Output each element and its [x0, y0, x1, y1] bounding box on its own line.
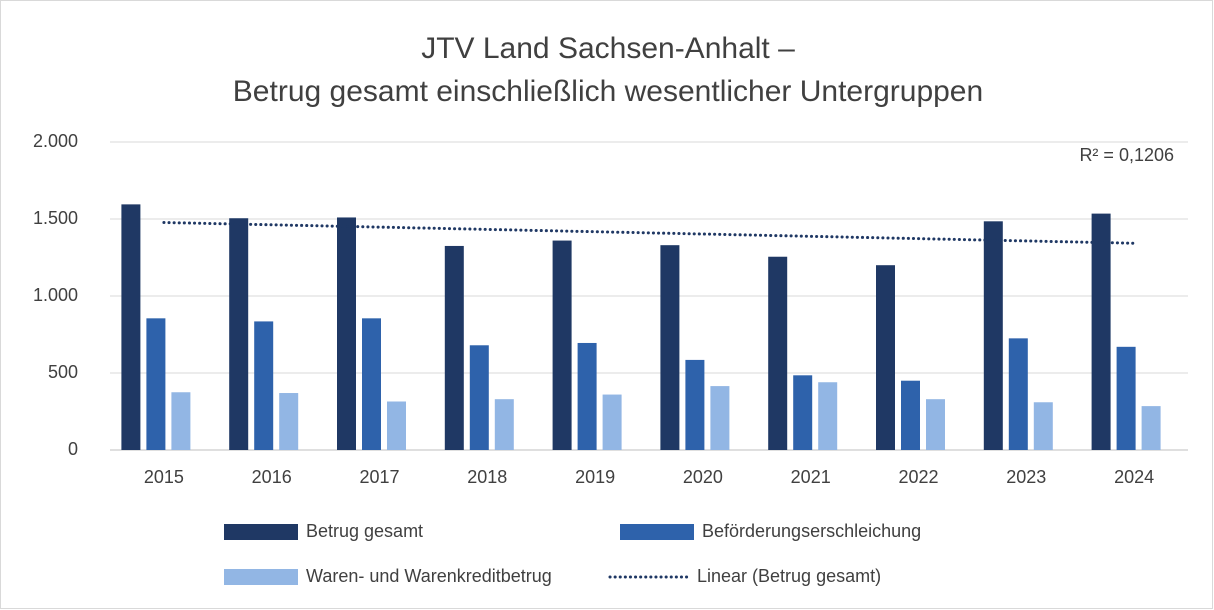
bar [362, 318, 381, 450]
bar [1008, 338, 1028, 450]
bar [337, 217, 356, 450]
bar [121, 204, 141, 450]
bar [901, 380, 920, 450]
bar [1033, 402, 1053, 450]
bar [1116, 346, 1136, 450]
y-tick-label: 500 [48, 362, 78, 382]
bar [171, 392, 191, 450]
x-tick-label: 2019 [575, 467, 615, 487]
y-tick-label: 0 [68, 439, 78, 459]
x-tick-label: 2024 [1114, 467, 1154, 487]
bar [876, 265, 895, 450]
legend-label: Betrug gesamt [306, 521, 423, 541]
bar [469, 345, 489, 450]
bar [229, 218, 249, 450]
legend-label: Linear (Betrug gesamt) [697, 566, 881, 586]
bar [254, 321, 274, 450]
r2-label: R² = 0,1206 [1079, 145, 1174, 165]
y-tick-label: 2.000 [33, 131, 78, 151]
bar [552, 240, 572, 450]
chart-title: JTV Land Sachsen-Anhalt – [421, 32, 795, 65]
bar [983, 221, 1003, 450]
bar [1141, 406, 1161, 450]
x-tick-label: 2018 [467, 467, 507, 487]
legend-swatch [224, 569, 298, 585]
bar [818, 382, 838, 450]
bar [926, 399, 945, 450]
y-tick-label: 1.500 [33, 208, 78, 228]
x-tick-label: 2021 [791, 467, 831, 487]
bar [577, 342, 597, 450]
bar [602, 394, 622, 450]
bar [279, 393, 299, 450]
legend-swatch [224, 524, 298, 540]
bar [793, 375, 813, 450]
x-tick-label: 2022 [898, 467, 938, 487]
bar [660, 245, 680, 450]
bar [494, 399, 514, 450]
bar [1091, 213, 1111, 450]
x-tick-label: 2023 [1006, 467, 1046, 487]
y-tick-label: 1.000 [33, 285, 78, 305]
bar [387, 401, 406, 450]
bar [685, 359, 705, 450]
legend-label: Waren- und Warenkreditbetrug [306, 566, 552, 586]
bar [710, 386, 730, 450]
x-tick-label: 2016 [252, 467, 292, 487]
legend-swatch [620, 524, 694, 540]
bar [146, 318, 166, 450]
x-tick-label: 2017 [359, 467, 399, 487]
bar [444, 245, 464, 450]
x-tick-label: 2020 [683, 467, 723, 487]
x-tick-label: 2015 [144, 467, 184, 487]
chart-title: Betrug gesamt einschließlich wesentliche… [233, 75, 983, 108]
legend-label: Beförderungserschleichung [702, 521, 921, 541]
bar [768, 256, 788, 450]
trendline [162, 220, 1136, 245]
